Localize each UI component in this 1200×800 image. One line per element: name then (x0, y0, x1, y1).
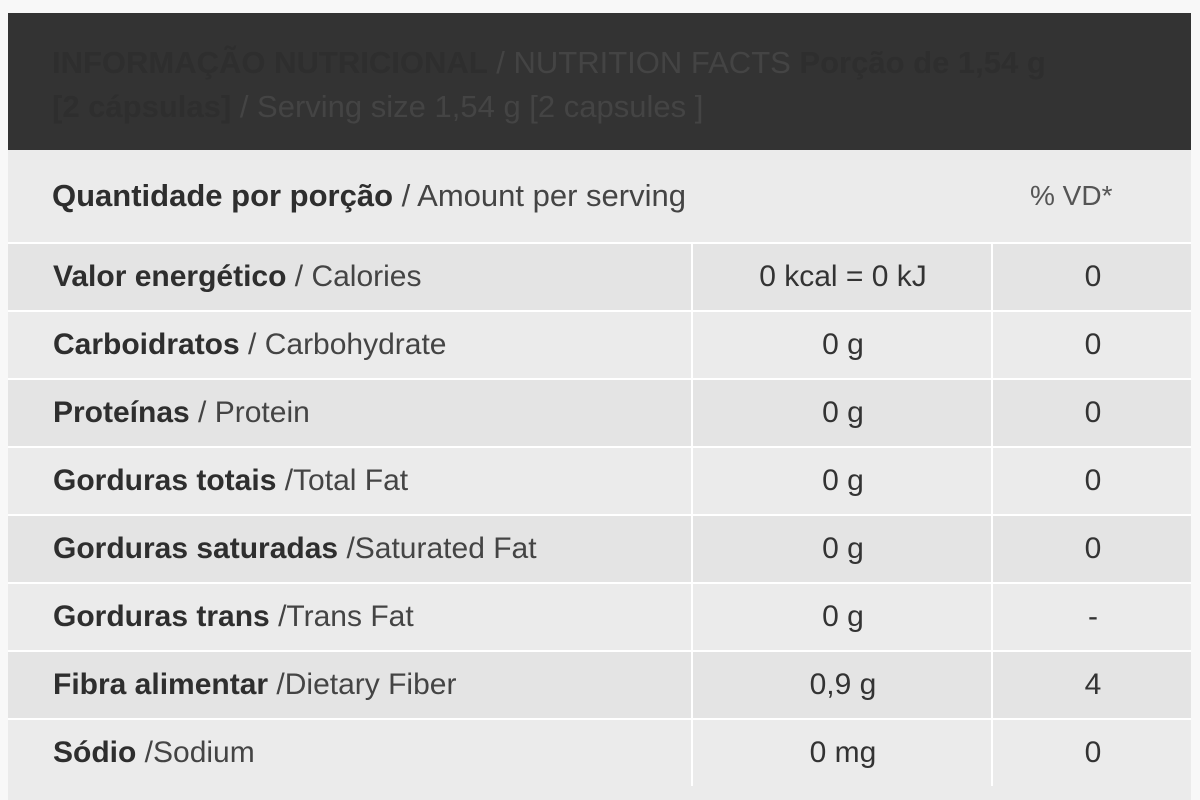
nutrient-separator: / (269, 600, 287, 633)
nutrient-name-en: Calories (311, 260, 422, 293)
table-row: Gorduras totais /Total Fat 0 g 0 (8, 446, 1191, 514)
nutrient-name-en: Sodium (153, 736, 255, 769)
table-header: INFORMAÇÃO NUTRICIONAL / NUTRITION FACTS… (8, 13, 1191, 150)
nutrient-name: Gorduras trans /Trans Fat (53, 584, 414, 650)
nutrient-daily-value: 0 (991, 380, 1191, 446)
amount-label: Quantidade por porção / Amount per servi… (52, 150, 686, 242)
amount-separator: / (393, 178, 418, 213)
table-row: Gorduras trans /Trans Fat 0 g - (8, 582, 1191, 650)
nutrient-name-en: Dietary Fiber (284, 668, 457, 701)
table-row: Fibra alimentar /Dietary Fiber 0,9 g 4 (8, 650, 1191, 718)
nutrient-separator: / (286, 260, 312, 293)
nutrient-separator: / (276, 464, 294, 497)
nutrient-name-pt: Gorduras totais (53, 464, 277, 497)
nutrient-separator: / (136, 736, 153, 769)
amount-label-pt: Quantidade por porção (52, 178, 394, 213)
nutrient-name: Carboidratos / Carbohydrate (53, 312, 447, 378)
nutrient-daily-value: 0 (991, 312, 1191, 378)
nutrient-daily-value: 0 (991, 516, 1191, 582)
nutrient-name-pt: Carboidratos (53, 328, 240, 361)
nutrient-name: Sódio /Sodium (53, 720, 255, 786)
nutrient-name: Fibra alimentar /Dietary Fiber (53, 652, 456, 718)
nutrient-daily-value: 4 (991, 652, 1191, 718)
nutrient-daily-value: 0 (991, 720, 1191, 786)
nutrient-separator: / (338, 532, 355, 565)
nutrient-name: Gorduras saturadas /Saturated Fat (53, 516, 537, 582)
header-line-2: [2 cápsulas] / Serving size 1,54 g [2 ca… (52, 85, 1151, 129)
nutrient-name-pt: Gorduras saturadas (53, 532, 339, 565)
nutrient-name-en: Protein (214, 396, 310, 429)
nutrient-amount: 0,9 g (691, 652, 993, 718)
serving-pt-part1: Porção de 1,54 g (790, 45, 1046, 80)
table-row: Proteínas / Protein 0 g 0 (8, 378, 1191, 446)
nutrient-name: Proteínas / Protein (53, 380, 310, 446)
table-row: Valor energético / Calories 0 kcal = 0 k… (8, 242, 1191, 310)
nutrient-separator: / (239, 328, 265, 361)
nutrient-name-pt: Proteínas (53, 396, 190, 429)
serving-separator: / (231, 89, 258, 124)
nutrient-daily-value: 0 (991, 244, 1191, 310)
nutrient-name-pt: Fibra alimentar (53, 668, 269, 701)
table-row: Gorduras saturadas /Saturated Fat 0 g 0 (8, 514, 1191, 582)
nutrient-name-pt: Sódio (53, 736, 137, 769)
nutrient-amount: 0 g (691, 516, 993, 582)
serving-pt-part2: [2 cápsulas] (52, 89, 232, 124)
nutrient-name-pt: Valor energético (53, 260, 287, 293)
nutrient-name: Valor energético / Calories (53, 244, 422, 310)
table-row: Sódio /Sodium 0 mg 0 (8, 718, 1191, 786)
nutrient-daily-value: - (991, 584, 1191, 650)
nutrient-rows: Valor energético / Calories 0 kcal = 0 k… (8, 242, 1191, 786)
nutrient-amount: 0 g (691, 380, 993, 446)
amount-per-serving-row: Quantidade por porção / Amount per servi… (8, 150, 1191, 242)
title-separator: / (487, 45, 514, 80)
nutrient-name: Gorduras totais /Total Fat (53, 448, 408, 514)
title-pt: INFORMAÇÃO NUTRICIONAL (52, 45, 488, 80)
nutrient-separator: / (189, 396, 215, 429)
title-en: NUTRITION FACTS (513, 45, 791, 80)
nutrient-separator: / (268, 668, 285, 701)
serving-en: Serving size 1,54 g [2 capsules ] (257, 89, 704, 124)
nutrient-name-en: Saturated Fat (354, 532, 537, 565)
daily-value-header: % VD* (1030, 180, 1113, 211)
table-row: Carboidratos / Carbohydrate 0 g 0 (8, 310, 1191, 378)
amount-label-en: Amount per serving (417, 178, 686, 213)
nutrition-facts-table: INFORMAÇÃO NUTRICIONAL / NUTRITION FACTS… (8, 13, 1191, 800)
nutrient-name-pt: Gorduras trans (53, 600, 270, 633)
nutrient-name-en: Carbohydrate (264, 328, 447, 361)
nutrient-daily-value: 0 (991, 448, 1191, 514)
nutrient-amount: 0 g (691, 448, 993, 514)
nutrient-amount: 0 g (691, 584, 993, 650)
nutrient-amount: 0 kcal = 0 kJ (691, 244, 993, 310)
nutrient-amount: 0 g (691, 312, 993, 378)
nutrient-name-en: Trans Fat (286, 600, 414, 633)
header-line-1: INFORMAÇÃO NUTRICIONAL / NUTRITION FACTS… (52, 41, 1151, 85)
nutrient-name-en: Total Fat (293, 464, 409, 497)
nutrient-amount: 0 mg (691, 720, 993, 786)
